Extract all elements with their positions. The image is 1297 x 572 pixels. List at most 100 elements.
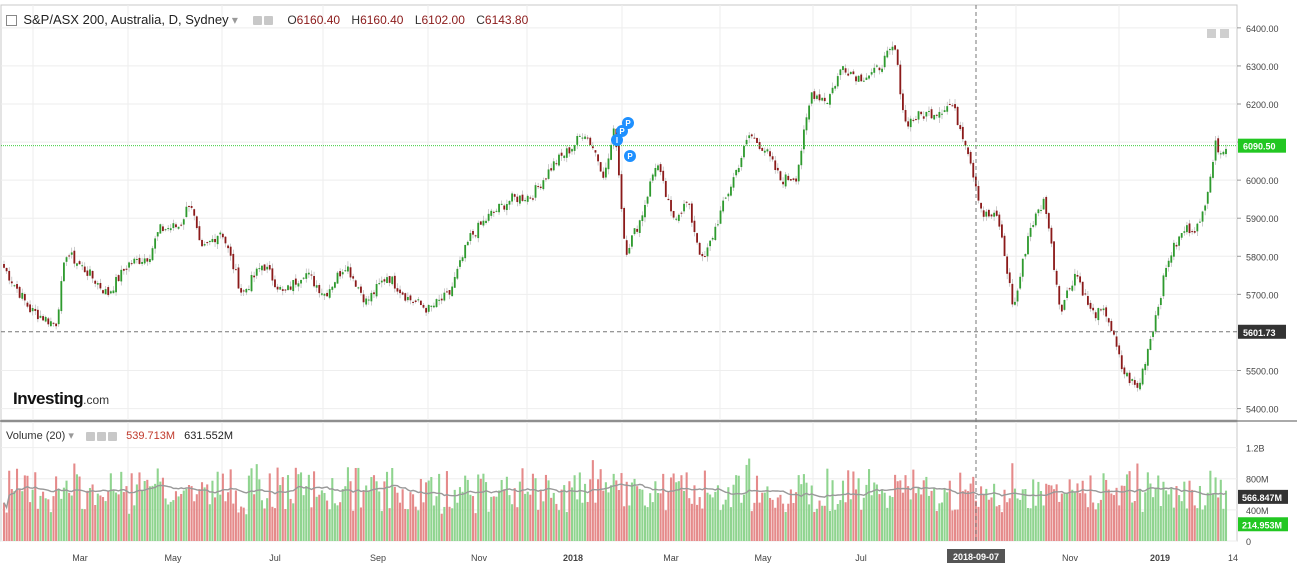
volume-bar	[484, 482, 488, 541]
symbol-title[interactable]: S&P/ASX 200, Australia, D, Sydney	[23, 12, 229, 27]
candle-body	[1084, 293, 1087, 295]
volume-bar	[883, 492, 886, 541]
eye-icon[interactable]	[86, 431, 96, 441]
volume-bar	[922, 480, 925, 541]
candle-body	[198, 226, 201, 241]
volume-bar	[471, 496, 475, 541]
symbol-dropdown-icon[interactable]: ▾	[231, 13, 238, 27]
volume-bar	[656, 493, 660, 541]
volume-bar	[669, 477, 673, 541]
candle	[563, 154, 566, 162]
volume-bar	[1115, 487, 1118, 541]
candle-body	[83, 266, 86, 273]
candle-body	[857, 75, 860, 82]
close-icon[interactable]	[108, 431, 118, 441]
volume-bar	[787, 503, 790, 541]
candle	[70, 247, 73, 259]
candle	[591, 142, 594, 151]
volume-indicator-label[interactable]: Volume (20)	[6, 430, 66, 442]
volume-bar	[438, 473, 441, 541]
volume-bar	[357, 467, 360, 541]
candle-body	[714, 226, 717, 240]
eye-icon[interactable]	[252, 16, 262, 26]
candle	[917, 110, 920, 124]
candle-body	[1037, 209, 1040, 214]
candle-body	[292, 279, 295, 292]
volume-bar	[1037, 481, 1040, 541]
volume-bar	[1084, 493, 1087, 541]
volume-bar	[167, 504, 170, 541]
candle	[474, 234, 477, 239]
candle	[1201, 210, 1204, 227]
candle	[862, 77, 865, 82]
candle	[401, 291, 404, 296]
current-price-label: 6090.50	[1243, 142, 1276, 152]
candle	[472, 228, 474, 239]
candle	[969, 150, 972, 166]
candle-body	[922, 116, 925, 119]
volume-bar	[39, 495, 42, 541]
candle	[565, 145, 568, 163]
candle	[485, 218, 487, 225]
candle-body	[1167, 260, 1170, 268]
candle-body	[115, 277, 117, 293]
volume-bar	[844, 502, 847, 541]
volume-bar	[172, 500, 175, 541]
candle-body	[237, 267, 240, 289]
volume-bar	[440, 513, 443, 541]
candle-body	[459, 260, 461, 267]
candle	[701, 251, 704, 262]
candle-body	[511, 193, 513, 202]
candle	[1047, 211, 1050, 232]
settings-icon[interactable]	[263, 16, 273, 26]
volume-bar	[435, 496, 438, 541]
candle-body	[1029, 227, 1032, 237]
candle-body	[156, 232, 159, 237]
candle	[805, 113, 808, 135]
candle	[782, 177, 784, 189]
candle	[518, 194, 521, 206]
candle	[717, 219, 719, 227]
candle-body	[730, 186, 732, 196]
volume-bar	[487, 511, 490, 541]
candle	[208, 240, 211, 246]
candle-body	[185, 206, 188, 218]
candle	[1120, 350, 1123, 373]
volume-dropdown-icon[interactable]: ▾	[68, 430, 74, 442]
candle-body	[302, 277, 305, 279]
candle-body	[1027, 236, 1029, 255]
candle	[26, 300, 29, 309]
candle	[399, 285, 401, 299]
candle-body	[349, 267, 352, 278]
volume-bar	[612, 473, 615, 541]
candle-body	[393, 275, 396, 289]
candle-body	[524, 200, 527, 202]
volume-bar	[292, 503, 295, 541]
candle-body	[1003, 235, 1006, 257]
candle-body	[638, 220, 641, 233]
candle	[404, 292, 407, 303]
candle	[216, 235, 219, 250]
collapse-icon[interactable]	[6, 15, 17, 27]
candle	[899, 60, 902, 100]
candle-body	[391, 276, 394, 285]
candle	[1141, 367, 1144, 386]
candle-body	[792, 178, 795, 180]
candle-body	[68, 255, 71, 257]
volume-bar	[250, 468, 253, 541]
candle-body	[401, 292, 404, 295]
candle	[711, 236, 714, 242]
volume-bar	[2, 502, 6, 541]
candle-body	[162, 226, 164, 231]
candle-body	[180, 224, 183, 226]
settings-icon[interactable]	[97, 431, 107, 441]
candle-body	[1053, 241, 1055, 270]
candle	[688, 203, 691, 210]
candle-body	[941, 113, 943, 115]
candle-body	[240, 288, 243, 293]
candle	[211, 235, 214, 243]
candle-body	[47, 318, 50, 325]
candle-body	[844, 68, 847, 73]
